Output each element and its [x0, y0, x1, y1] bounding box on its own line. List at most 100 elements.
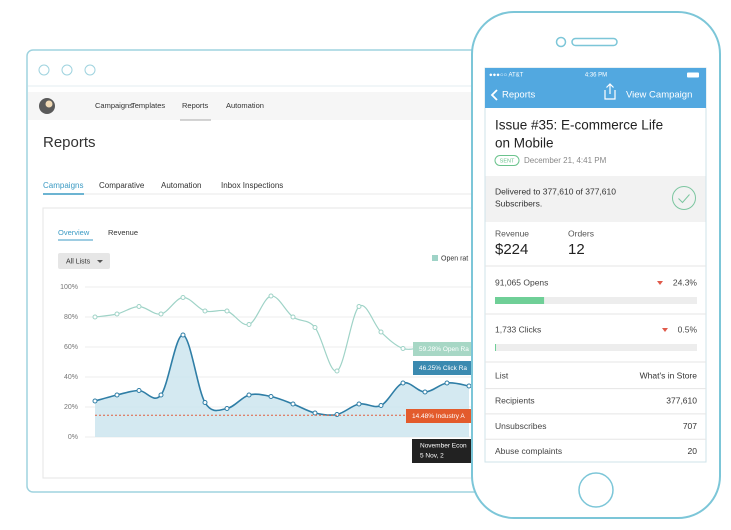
annotation-box [406, 409, 482, 423]
annotation: 59.28% Open Ra [419, 346, 469, 353]
row-value: 20 [688, 446, 698, 456]
y-tick-label: 80% [64, 314, 78, 321]
campaign-title: on Mobile [495, 136, 554, 151]
nav-item[interactable]: Automation [226, 101, 264, 110]
campaign-title: Issue #35: E-commerce Life [495, 118, 663, 133]
point [334, 368, 340, 374]
point [268, 394, 274, 399]
stat-label: Orders [568, 228, 594, 238]
tab[interactable]: Inbox Inspections [221, 181, 283, 190]
tab[interactable]: Automation [161, 181, 201, 190]
point [114, 392, 120, 398]
chart: 59.28% Open Ra 46.25% Click Ra 14.48% Indu… [85, 286, 484, 463]
y-tick-label: 0% [68, 434, 78, 441]
sent-date: December 21, 4:41 PM [524, 156, 607, 165]
y-tick-label: 60% [64, 344, 78, 351]
window-dot[interactable] [38, 64, 50, 76]
badge-label: SENT [500, 158, 515, 164]
window-dot[interactable] [84, 64, 96, 76]
point [92, 314, 98, 320]
stat-value: 12 [568, 241, 585, 258]
phone-screen [484, 67, 707, 463]
y-tick-label: 40% [64, 374, 78, 381]
point [290, 401, 296, 407]
legend-label: Open rat [441, 255, 468, 262]
nav-item[interactable]: Reports [182, 101, 209, 110]
point [202, 308, 208, 314]
clicks-change: 0.5% [678, 324, 698, 334]
point [334, 412, 340, 417]
nav-item[interactable]: Templates [131, 101, 165, 110]
opens-label: 91,065 Opens [495, 277, 548, 287]
point [312, 325, 318, 330]
point [444, 380, 450, 386]
share-icon[interactable] [604, 83, 616, 100]
row-label: Abuse complaints [495, 446, 562, 456]
speaker [571, 37, 618, 47]
camera [555, 36, 567, 48]
point [378, 403, 384, 408]
subtab[interactable]: Overview [58, 228, 90, 237]
battery [687, 72, 699, 78]
point [312, 410, 318, 416]
point [224, 406, 230, 411]
y-tick-label: 100% [60, 284, 78, 291]
subtab[interactable]: Revenue [108, 228, 138, 237]
point [246, 322, 252, 327]
delivered-text: Delivered to 377,610 of 377,610 [495, 186, 616, 196]
tab[interactable]: Comparative [99, 181, 145, 190]
point [136, 304, 142, 309]
clicks-label: 1,733 Clicks [495, 324, 541, 334]
area [95, 334, 469, 437]
row-label: Recipients [495, 396, 535, 406]
point [136, 388, 142, 393]
back-chevron[interactable] [490, 89, 498, 101]
row-value: 377,610 [666, 396, 697, 406]
point [466, 383, 472, 389]
row-label: List [495, 370, 509, 380]
window-dot[interactable] [61, 64, 73, 76]
stat-label: Revenue [495, 228, 529, 238]
logo-face [45, 100, 53, 108]
status-carrier: ●●●○○ AT&T [489, 73, 524, 79]
down-arrow [662, 328, 668, 332]
list-dropdown[interactable] [58, 253, 110, 269]
home-button[interactable] [578, 472, 614, 508]
dropdown-label: All Lists [66, 258, 91, 265]
dropdown-arrow [97, 260, 103, 263]
nav-item[interactable]: Campaigns [95, 101, 133, 110]
point [114, 311, 120, 317]
bar-track [495, 344, 697, 351]
tab[interactable]: Campaigns [43, 181, 83, 190]
point [180, 295, 186, 300]
tooltip-text: November Econ [420, 443, 467, 450]
point [268, 293, 274, 299]
point [202, 400, 208, 405]
legend-swatch [432, 255, 438, 261]
phone-table: List What's in Store Recipients 377,610 Unsu… [485, 370, 706, 456]
down-arrow [657, 281, 663, 285]
check-circle [672, 186, 696, 210]
opens-change: 24.3% [673, 277, 698, 287]
point [356, 304, 362, 309]
annotation-box [413, 342, 484, 356]
point [400, 346, 406, 351]
point [158, 392, 164, 398]
bar-track [495, 297, 697, 304]
status-time: 4:36 PM [585, 73, 607, 79]
stat-value: $224 [495, 241, 528, 258]
y-tick-label: 20% [64, 404, 78, 411]
back-button[interactable]: Reports [502, 90, 536, 101]
point [92, 398, 98, 404]
sent-badge [494, 155, 520, 166]
point [422, 389, 428, 395]
row-label: Unsubscribes [495, 421, 547, 431]
view-campaign[interactable]: View Campaign [626, 90, 692, 101]
tooltip-text: 5 Nov, 2 [420, 453, 444, 460]
row-value: 707 [683, 421, 697, 431]
point [290, 314, 296, 320]
point [246, 392, 252, 398]
delivered-band [485, 176, 706, 222]
point [224, 308, 230, 314]
phone-header [485, 68, 706, 108]
